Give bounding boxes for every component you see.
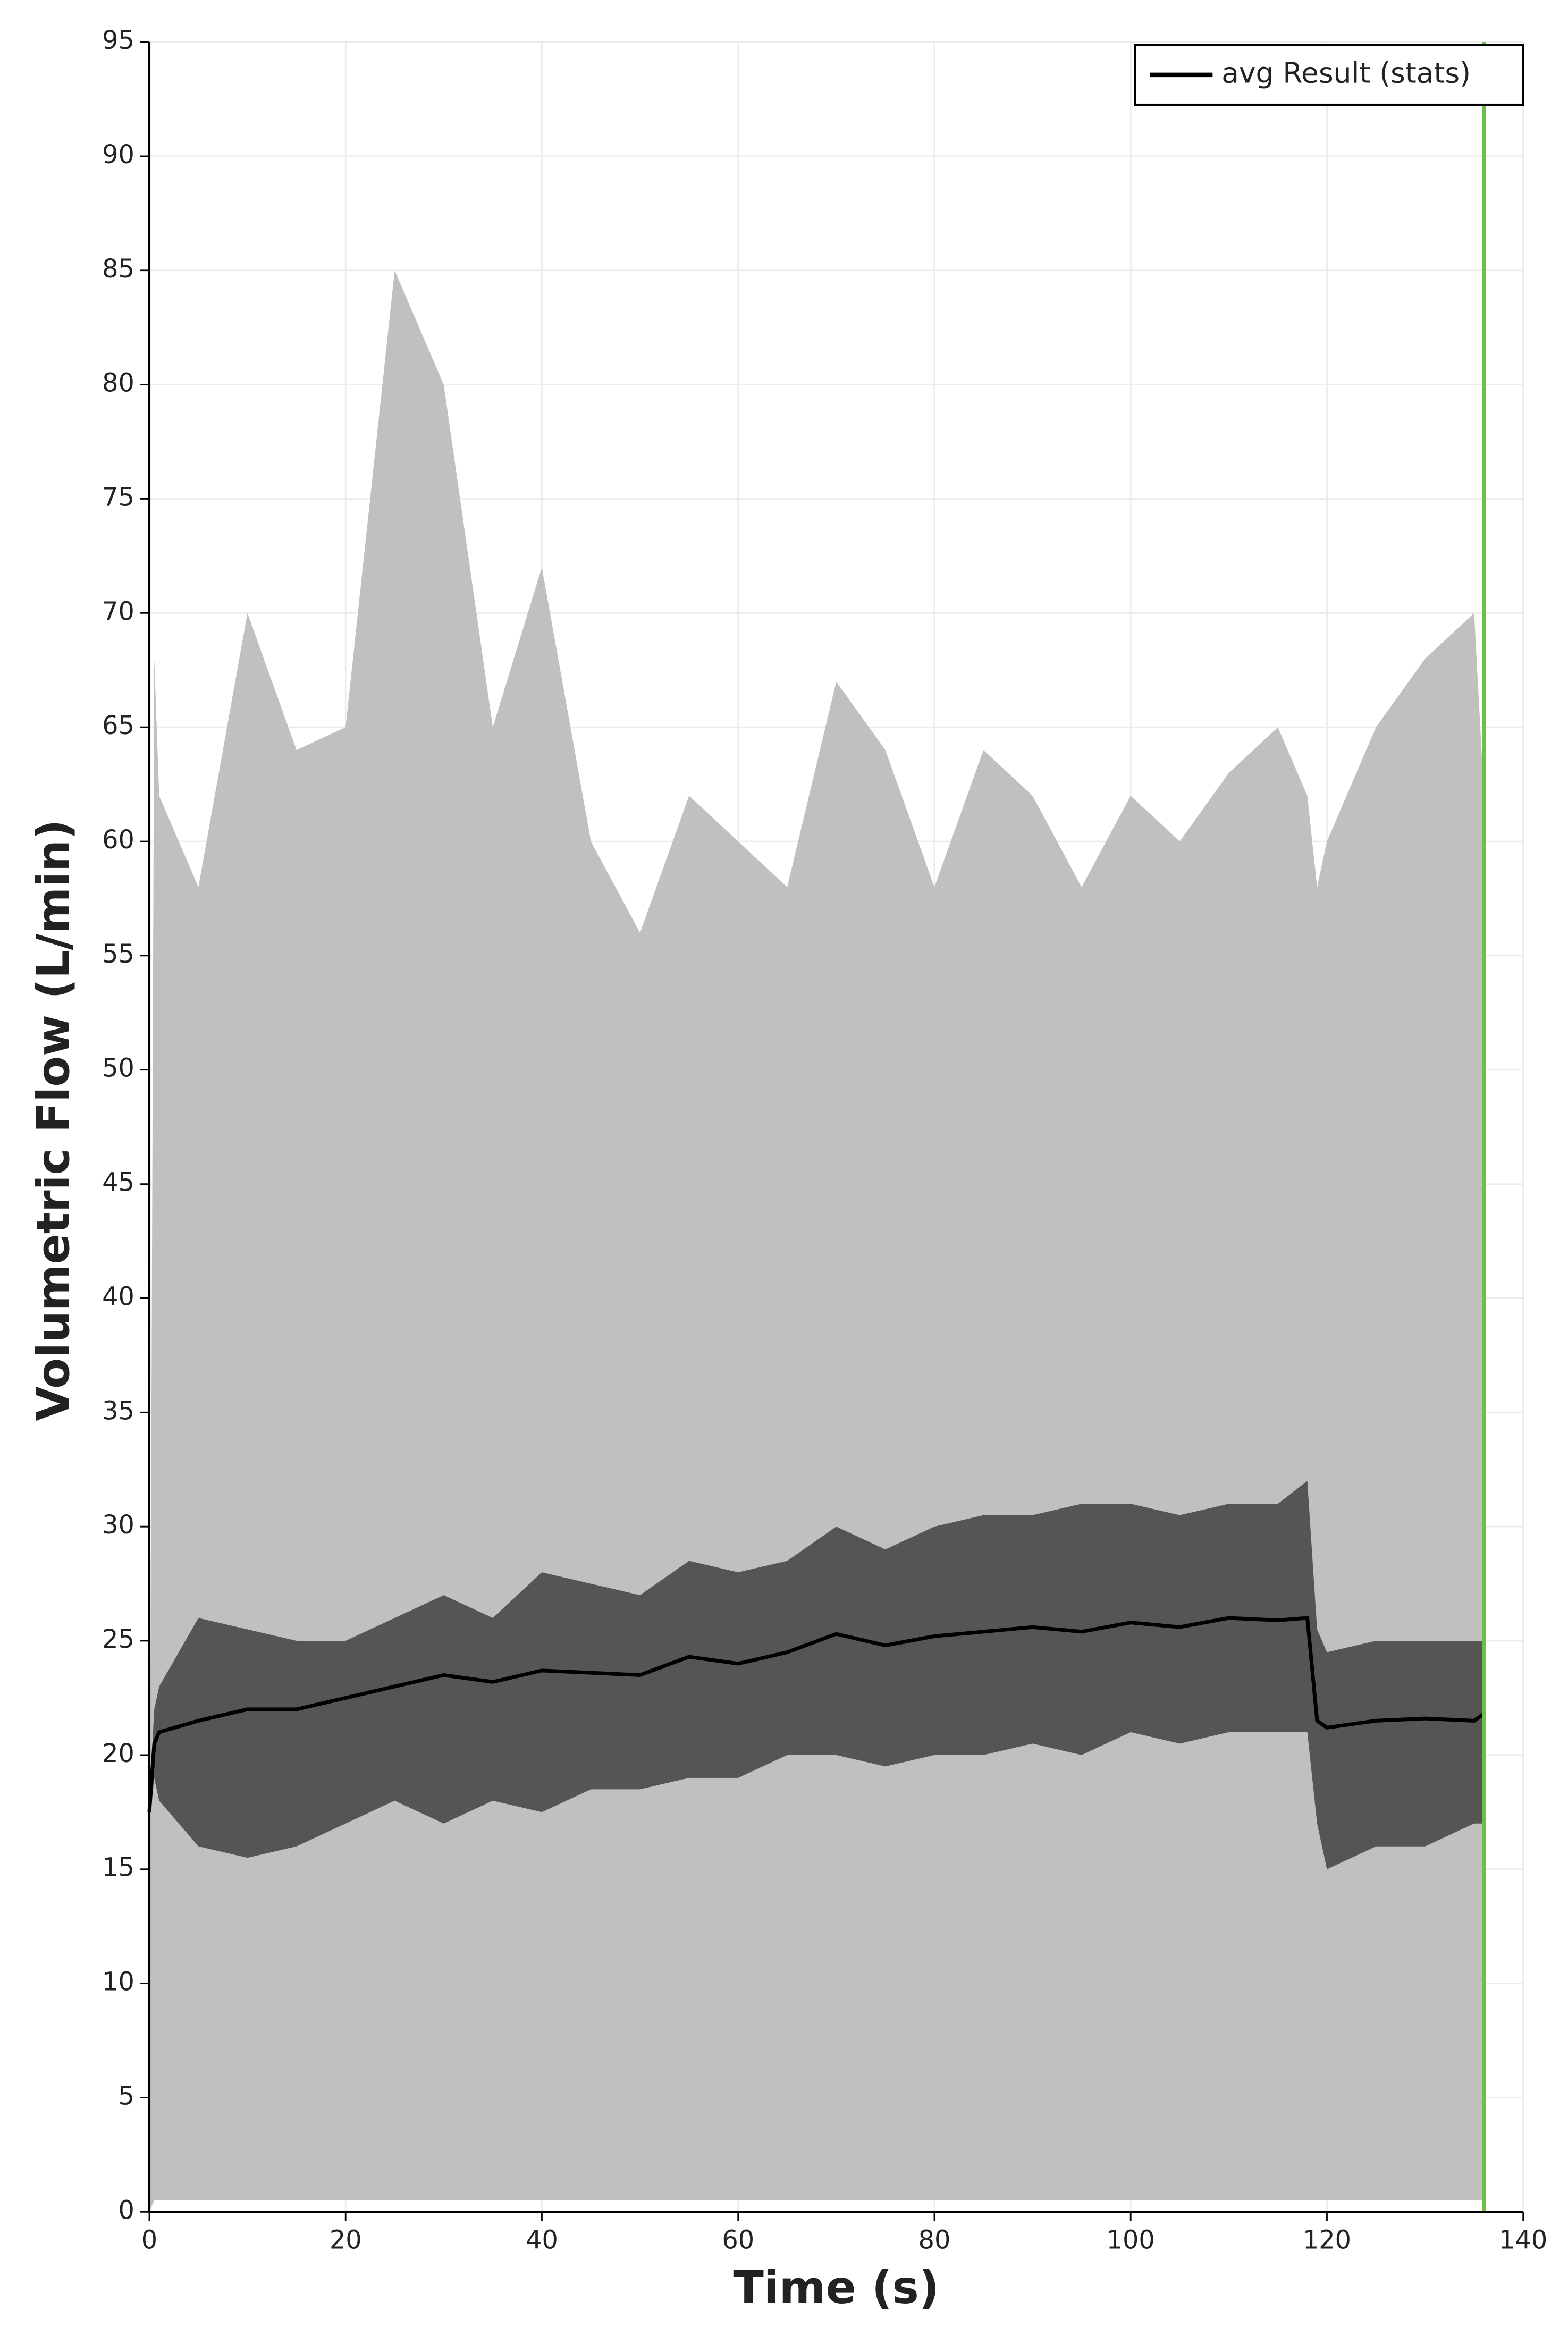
x-tick-label: 40 xyxy=(526,2225,558,2255)
y-tick-label: 45 xyxy=(102,1168,134,1198)
y-tick-label: 10 xyxy=(102,1968,134,1997)
y-axis-title: Volumetric Flow (L/min) xyxy=(28,820,80,1421)
x-tick-label: 140 xyxy=(1499,2225,1547,2255)
band-area xyxy=(149,1481,1484,1869)
band-area xyxy=(149,270,1484,2212)
y-tick-label: 15 xyxy=(102,1853,134,1883)
x-tick-label: 100 xyxy=(1107,2225,1155,2255)
x-tick-label: 20 xyxy=(330,2225,362,2255)
x-tick-label: 80 xyxy=(918,2225,951,2255)
y-tick-label: 70 xyxy=(102,597,134,626)
y-tick-label: 80 xyxy=(102,369,134,398)
data-line xyxy=(147,1616,1485,1812)
y-tick-label: 55 xyxy=(102,940,134,969)
x-tick-label: 60 xyxy=(722,2225,754,2255)
y-tick-label: 30 xyxy=(102,1511,134,1540)
x-tick-label: 120 xyxy=(1303,2225,1351,2255)
y-tick-label: 0 xyxy=(118,2196,134,2225)
x-tick-label: 0 xyxy=(141,2225,157,2255)
y-tick-label: 60 xyxy=(102,825,134,855)
y-tick-label: 85 xyxy=(102,255,134,284)
y-tick-label: 40 xyxy=(102,1282,134,1311)
y-tick-label: 65 xyxy=(102,711,134,740)
y-tick-label: 25 xyxy=(102,1625,134,1654)
y-tick-label: 90 xyxy=(102,140,134,170)
y-tick-label: 95 xyxy=(102,26,134,55)
x-axis-title: Time (s) xyxy=(733,2262,939,2314)
y-tick-label: 20 xyxy=(102,1739,134,1768)
y-tick-label: 5 xyxy=(118,2081,134,2111)
y-tick-label: 75 xyxy=(102,483,134,512)
y-tick-label: 35 xyxy=(102,1396,134,1426)
y-tick-label: 50 xyxy=(102,1054,134,1083)
legend-label: avg Result (stats) xyxy=(1221,56,1471,89)
